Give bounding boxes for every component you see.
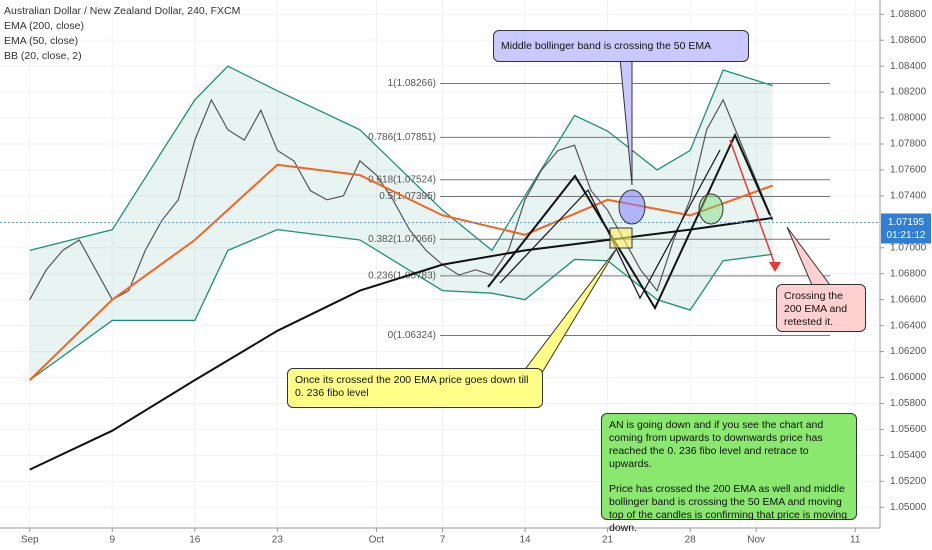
x-tick-label: Nov (747, 535, 765, 546)
ema-line (29, 216, 773, 471)
x-tick-label: 23 (272, 535, 284, 546)
y-tick-label: 1.08600 (890, 35, 927, 46)
legend-entry: BB (20, close, 2) (4, 50, 82, 62)
fib-label: 1(1.08266) (388, 78, 436, 89)
price-line (29, 98, 774, 301)
y-tick-label: 1.07800 (890, 139, 927, 150)
legend-entry: EMA (50, close) (4, 35, 79, 47)
annotation-box: AN is going down and if you see the char… (601, 413, 857, 534)
fib-label: 0(1.06324) (388, 330, 436, 341)
y-tick-label: 1.06600 (890, 294, 927, 305)
countdown-label: 01:21:12 (887, 230, 926, 241)
price-tag-label: 1.07195 (888, 217, 925, 228)
fib-label: 0.618(1.07524) (368, 174, 436, 185)
chart-title: Australian Dollar / New Zealand Dollar, … (4, 5, 241, 17)
annotation-paragraph: Price has crossed the 200 EMA as well an… (609, 483, 848, 534)
annotation: Middle bollinger band is crossing the 50… (493, 30, 749, 62)
y-tick-label: 1.05600 (890, 424, 927, 435)
y-tick-label: 1.05400 (890, 450, 927, 461)
legend-entry: EMA (200, close) (4, 20, 84, 32)
x-tick-label: 9 (109, 535, 115, 546)
y-tick-label: 1.07000 (890, 242, 927, 253)
cross-circle-2 (698, 193, 724, 225)
y-tick-label: 1.05000 (890, 502, 927, 513)
y-tick-label: 1.05800 (890, 398, 927, 409)
y-tick-label: 1.07600 (890, 165, 927, 176)
x-tick-label: Sep (21, 535, 39, 546)
y-tick-label: 1.08400 (890, 61, 927, 72)
y-tick-label: 1.06200 (890, 346, 927, 357)
price-tag (881, 213, 931, 244)
x-tick-label: 14 (519, 535, 531, 546)
arrow-down (729, 139, 776, 266)
bollinger-fill (29, 66, 773, 381)
x-tick-label: 7 (440, 535, 446, 546)
legend: Australian Dollar / New Zealand Dollar, … (4, 4, 240, 64)
fib-label: 0.5(1.07395) (379, 191, 436, 202)
bollinger-upper (29, 65, 773, 252)
y-tick-label: 1.06800 (890, 268, 927, 279)
zigzag-pattern (487, 132, 771, 311)
x-tick-label: 21 (602, 535, 614, 546)
arrow-head (769, 262, 781, 272)
annotation: Once its crossed the 200 EMA price goes … (287, 368, 543, 408)
x-tick-label: 11 (850, 535, 861, 546)
y-tick-label: 1.06400 (890, 320, 927, 331)
ema-line (29, 163, 774, 381)
y-tick-label: 1.07400 (890, 191, 927, 202)
x-tick-label: Oct (369, 535, 385, 546)
cross-circle (618, 189, 646, 225)
bollinger-lower (29, 228, 773, 381)
annotation: Crossing the 200 EMA and retested it. (776, 284, 866, 332)
fib-label: 0.382(1.07066) (368, 234, 436, 245)
fib-label: 0.236(1.06783) (368, 271, 436, 282)
y-tick-label: 1.05200 (890, 476, 927, 487)
x-tick-label: 28 (685, 535, 697, 546)
cross-box (609, 227, 633, 249)
y-tick-label: 1.08200 (890, 87, 927, 98)
fib-label: 0.786(1.07851) (368, 132, 436, 143)
y-tick-label: 1.08000 (890, 113, 927, 124)
annotation-paragraph: AN is going down and if you see the char… (609, 419, 824, 470)
y-tick-label: 1.06000 (890, 372, 927, 383)
x-tick-label: 16 (189, 535, 201, 546)
y-tick-label: 1.08800 (890, 9, 927, 20)
